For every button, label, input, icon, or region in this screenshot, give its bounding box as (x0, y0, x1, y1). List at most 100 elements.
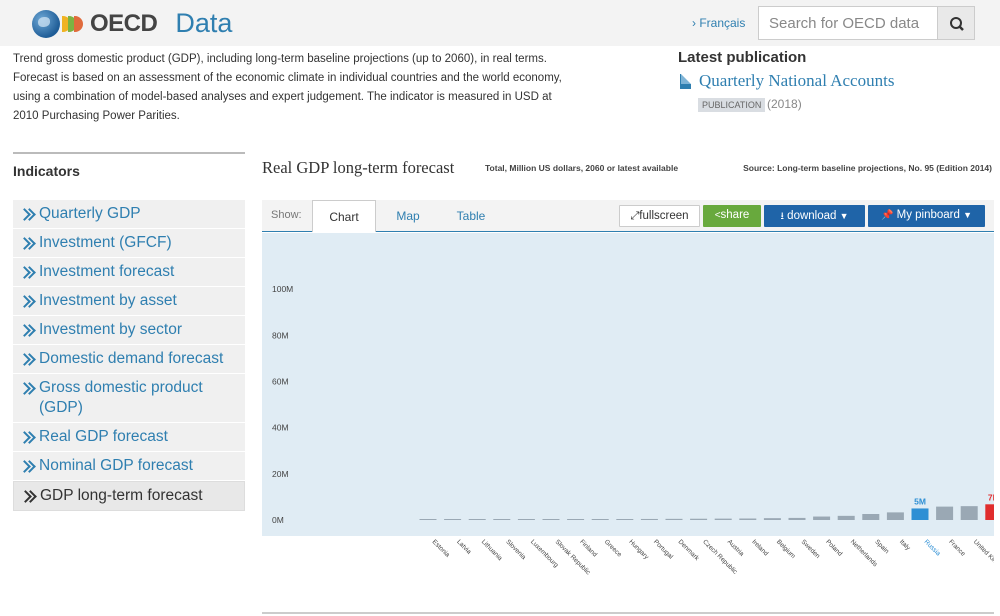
sidebar-item-label: Investment by asset (39, 292, 177, 309)
bar[interactable] (960, 506, 978, 520)
sidebar-item-gdp[interactable]: Gross domestic product (GDP) (13, 374, 245, 423)
bar[interactable] (862, 513, 880, 520)
bar-value-label: 5M (914, 496, 926, 506)
sidebar-item-label: Investment by sector (39, 321, 183, 338)
sidebar-item-label: Investment (GFCF) (39, 234, 172, 251)
x-tick-label: France (947, 538, 967, 558)
bar[interactable] (517, 519, 535, 520)
download-icon: ⭳ (780, 211, 784, 222)
caret-down-icon: ▼ (839, 211, 849, 221)
share-button[interactable]: <share (703, 205, 761, 227)
double-chevron-icon (20, 461, 36, 471)
double-chevron-icon (21, 491, 37, 501)
search-input[interactable]: Search for OECD data (758, 6, 938, 40)
sidebar-item-domestic-demand-forecast[interactable]: Domestic demand forecast (13, 345, 245, 374)
x-tick-label: Finland (578, 538, 598, 558)
tab-map[interactable]: Map (396, 209, 420, 223)
chart-source[interactable]: Source: Long-term baseline projections, … (743, 163, 992, 173)
x-tick-label: Estonia (431, 538, 452, 559)
x-tick-label: Belgium (775, 538, 797, 560)
bar[interactable] (690, 518, 708, 520)
tab-chart[interactable]: Chart (312, 200, 376, 232)
chart-title: Real GDP long-term forecast (262, 158, 455, 177)
bar[interactable] (788, 517, 806, 520)
bar[interactable] (985, 504, 1000, 520)
language-link[interactable]: › Français (692, 16, 746, 30)
bar[interactable] (567, 519, 585, 520)
pinboard-label: My pinboard (896, 209, 960, 221)
bar[interactable] (444, 519, 462, 520)
bar-chart[interactable]: 0M20M40M60M80M100M5M7M39M63M113M (262, 233, 1000, 536)
double-chevron-icon (20, 354, 36, 364)
search-button[interactable] (937, 6, 975, 40)
x-tick-label: Hungary (627, 538, 650, 561)
x-tick-label: Denmark (677, 538, 701, 562)
bar[interactable] (886, 512, 904, 520)
magnifier-icon (950, 17, 964, 31)
x-tick-label: Poland (824, 538, 844, 558)
site-name[interactable]: Data (175, 8, 233, 38)
x-tick-label: Spain (873, 538, 890, 555)
sidebar-item-quarterly-gdp[interactable]: Quarterly GDP (13, 200, 245, 229)
x-tick-label: Sweden (800, 538, 822, 560)
sidebar-item-nominal-gdp-forecast[interactable]: Nominal GDP forecast (13, 452, 245, 481)
latest-publication-link[interactable]: Quarterly National Accounts (680, 71, 894, 91)
sidebar-item-label: Nominal GDP forecast (39, 457, 193, 474)
caret-down-icon: ▼ (963, 210, 973, 220)
x-tick-label: Lithuania (480, 538, 504, 562)
latest-publication-heading: Latest publication (678, 49, 807, 66)
fullscreen-label: fullscreen (639, 210, 689, 222)
bar[interactable] (813, 516, 831, 520)
download-button[interactable]: ⭳ download ▼ (764, 205, 865, 227)
x-tick-label: Italy (898, 538, 912, 552)
sidebar-item-label: GDP long-term forecast (40, 487, 203, 504)
pin-icon: 📌 (880, 210, 894, 221)
logo-text: OECD (90, 9, 158, 37)
bar[interactable] (468, 519, 486, 520)
bar[interactable] (714, 518, 732, 520)
x-tick-label: Austria (726, 538, 746, 558)
bar[interactable] (419, 519, 437, 520)
double-chevron-icon (20, 325, 36, 335)
bar[interactable] (616, 519, 634, 520)
x-tick-label: Greece (603, 538, 623, 558)
sidebar-item-real-gdp-forecast[interactable]: Real GDP forecast (13, 423, 245, 452)
bar[interactable] (542, 519, 560, 520)
fullscreen-button[interactable]: ⤢fullscreen (619, 205, 700, 227)
x-tick-label: Latvia (455, 538, 472, 555)
chart-subtitle: Total, Million US dollars, 2060 or lates… (485, 163, 679, 173)
view-toolbar: Show: Chart Map Table ⤢fullscreen <share… (262, 200, 994, 232)
y-tick-label: 20M (272, 469, 289, 479)
latest-publication-title[interactable]: Quarterly National Accounts (699, 71, 895, 90)
double-chevron-icon (20, 296, 36, 306)
x-tick-label: Portugal (652, 538, 674, 560)
publication-year: (2018) (767, 97, 802, 111)
bar[interactable] (591, 519, 609, 520)
sidebar-item-investment-forecast[interactable]: Investment forecast (13, 258, 245, 287)
logo-chevrons-icon (62, 10, 90, 38)
sidebar-item-gdp-long-term-forecast[interactable]: GDP long-term forecast (13, 481, 245, 511)
bar[interactable] (837, 515, 855, 520)
bar[interactable] (665, 518, 683, 520)
bar[interactable] (739, 518, 757, 520)
bar[interactable] (763, 518, 781, 520)
site-header: OECD Data › Français Search for OECD dat… (0, 0, 1000, 46)
bar[interactable] (936, 506, 954, 520)
sidebar-item-investment-by-sector[interactable]: Investment by sector (13, 316, 245, 345)
x-tick-label: Russia (923, 538, 942, 557)
double-chevron-icon (20, 238, 36, 248)
oecd-logo[interactable]: OECD Data (32, 8, 232, 39)
double-chevron-icon (20, 209, 36, 219)
x-tick-label: United Kingdom (972, 538, 994, 576)
sidebar-item-label: Quarterly GDP (39, 205, 141, 222)
bar[interactable] (493, 519, 511, 520)
bar[interactable] (640, 518, 658, 520)
indicator-list: Quarterly GDP Investment (GFCF) Investme… (13, 200, 245, 511)
expand-icon: ⤢ (630, 210, 640, 222)
sidebar-item-investment-gfcf[interactable]: Investment (GFCF) (13, 229, 245, 258)
bar[interactable] (911, 508, 929, 520)
pinboard-button[interactable]: 📌 My pinboard ▼ (868, 205, 985, 227)
sidebar-item-investment-by-asset[interactable]: Investment by asset (13, 287, 245, 316)
sidebar-divider (13, 152, 245, 154)
tab-table[interactable]: Table (456, 209, 486, 223)
